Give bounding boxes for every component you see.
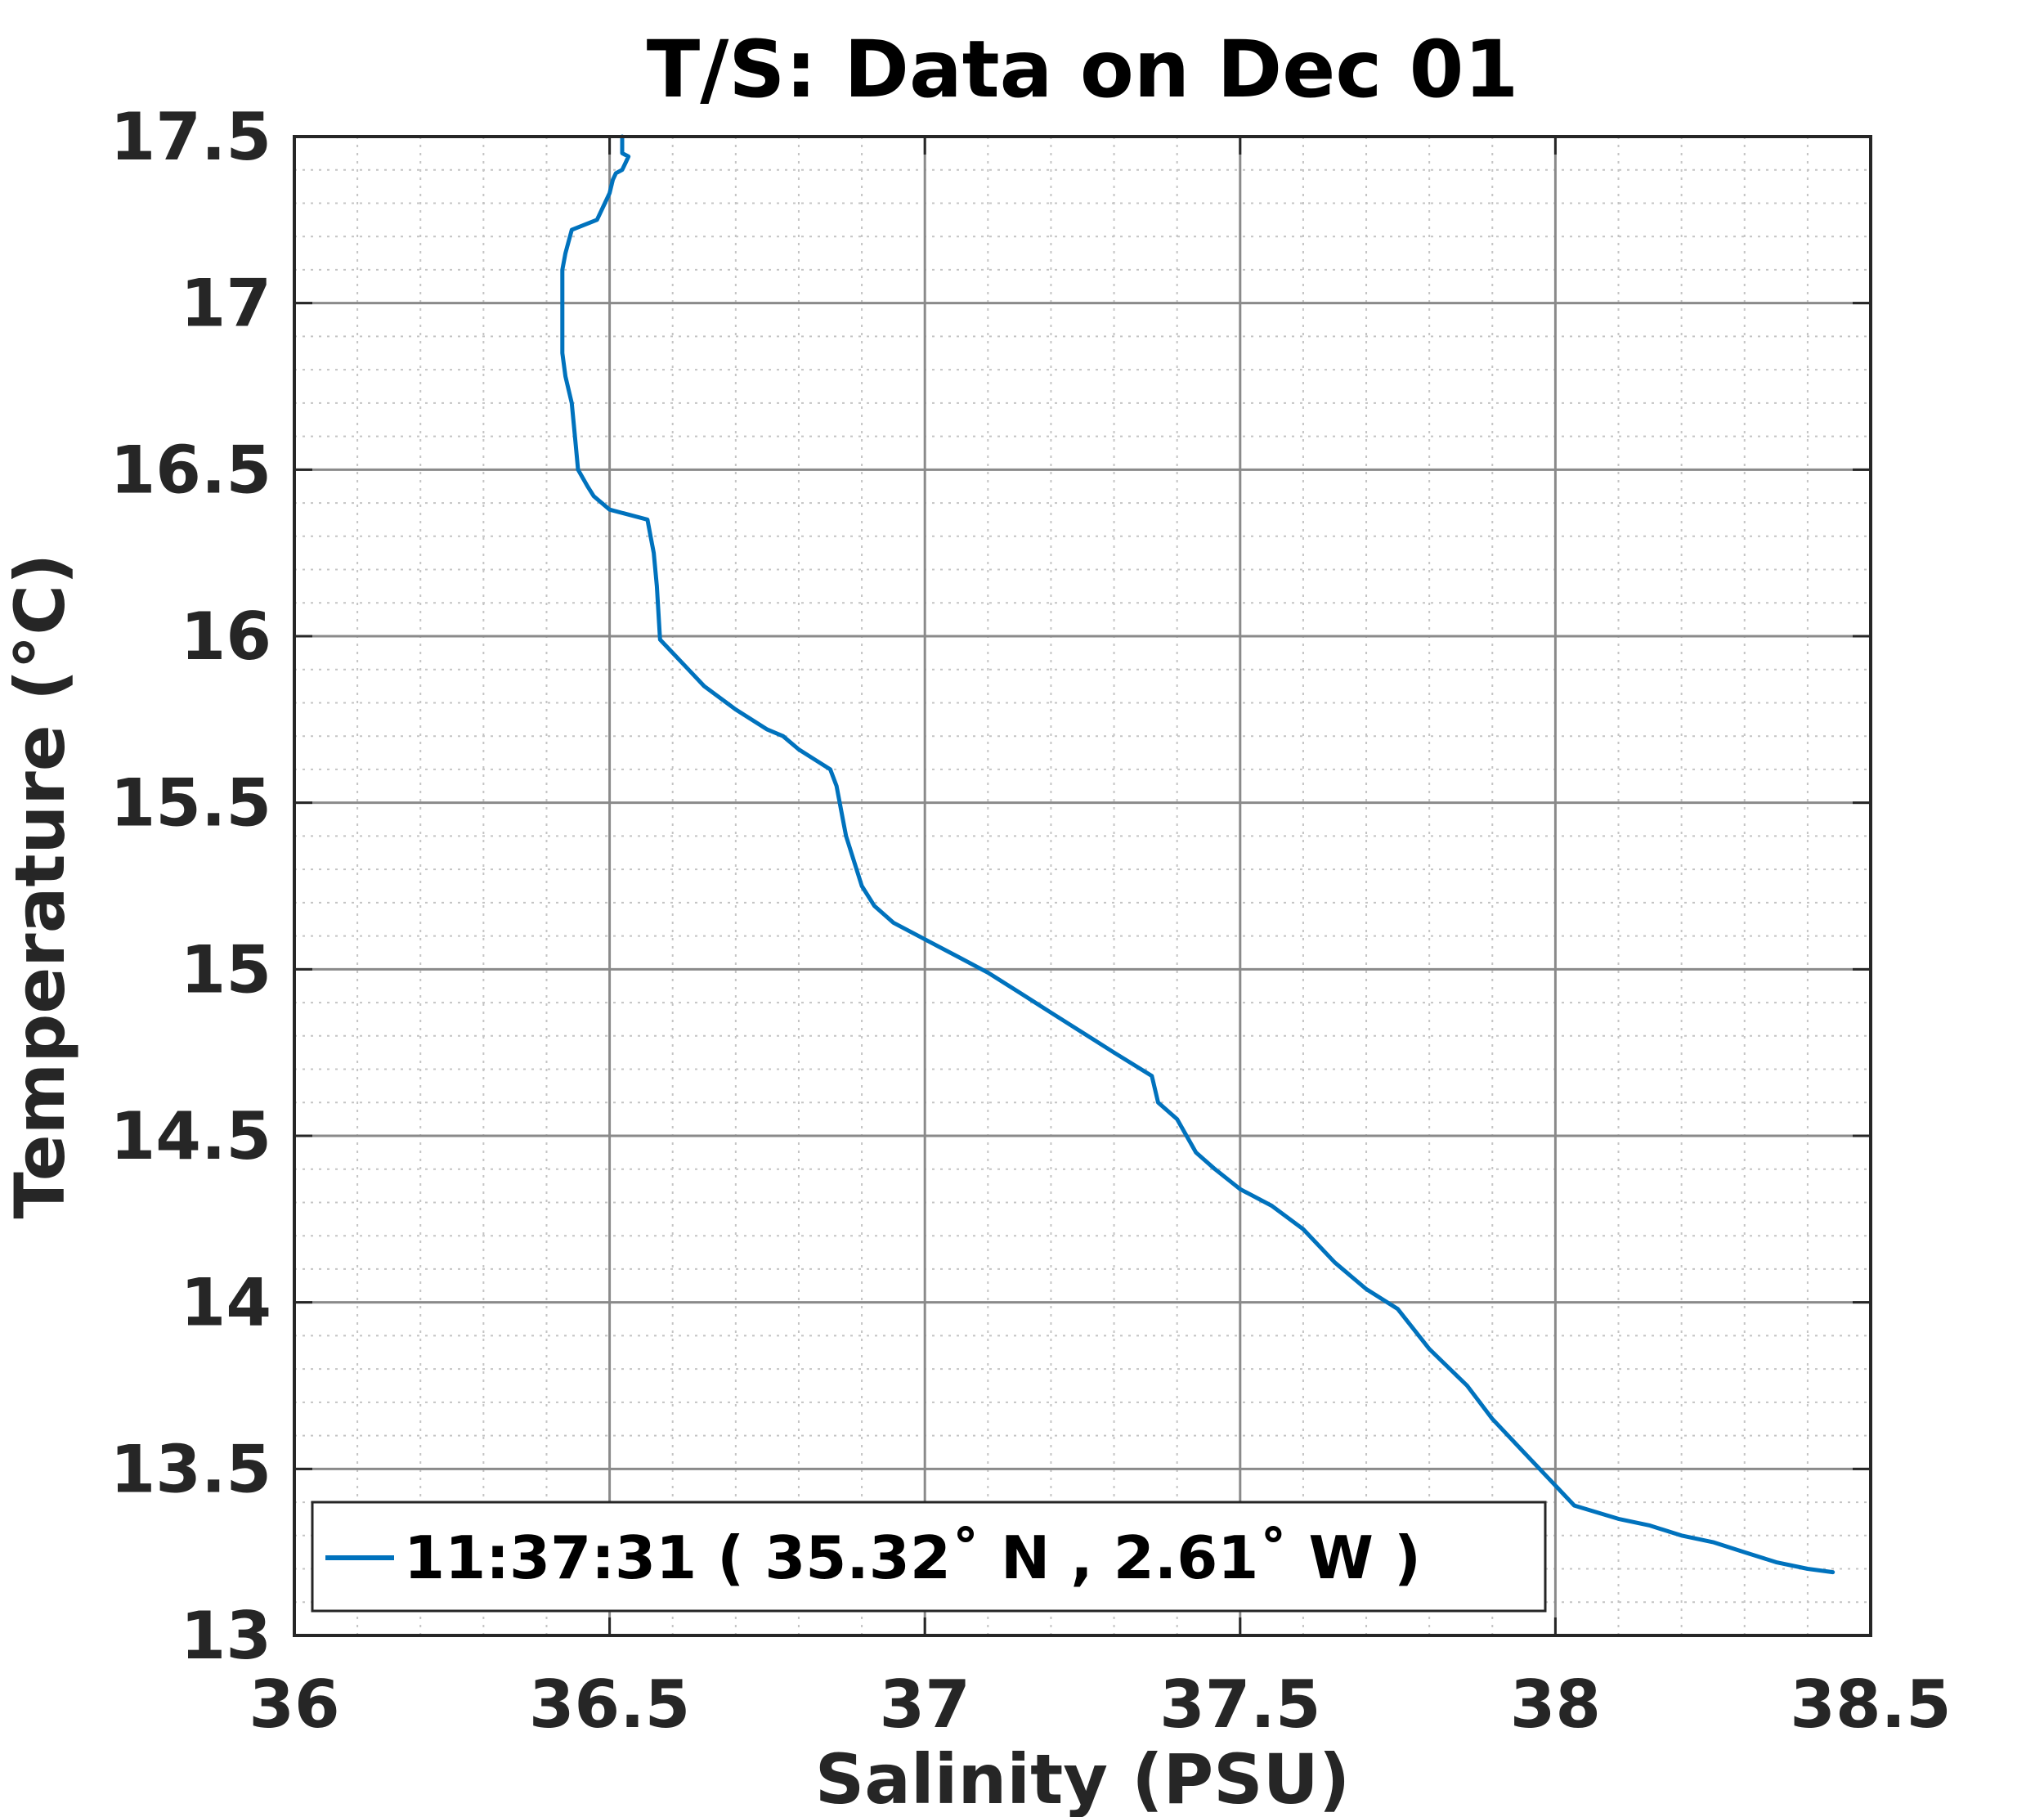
minor-grid bbox=[294, 137, 1871, 1635]
series-layer bbox=[560, 134, 1836, 1575]
y-tick-label: 16.5 bbox=[110, 432, 271, 508]
legend-box bbox=[311, 1501, 1547, 1613]
x-tick-label: 37.5 bbox=[1159, 1667, 1320, 1743]
x-tick-label: 37 bbox=[880, 1667, 970, 1743]
y-tick-label: 13.5 bbox=[110, 1431, 271, 1507]
x-tick-label: 36.5 bbox=[529, 1667, 690, 1743]
x-tick-label: 38.5 bbox=[1790, 1667, 1951, 1743]
y-axis-label: Temperature (°C) bbox=[0, 554, 80, 1219]
y-tick-label: 13 bbox=[181, 1598, 271, 1674]
legend: 11:37:31 ( 35.32˚ N , 2.61˚ W ) bbox=[311, 1501, 1547, 1613]
y-tick-labels: 13 13.5 14 14.5 15 15.5 16 16.5 17 17.5 bbox=[110, 99, 271, 1674]
legend-entry-label: 11:37:31 ( 35.32˚ N , 2.61˚ W ) bbox=[404, 1523, 1421, 1592]
y-tick-label: 17.5 bbox=[110, 99, 271, 175]
y-tick-label: 16 bbox=[181, 599, 271, 675]
tick-marks bbox=[293, 135, 1872, 1637]
x-tick-label: 36 bbox=[249, 1667, 339, 1743]
y-tick-label: 14.5 bbox=[110, 1098, 271, 1174]
x-axis-label: Salinity (PSU) bbox=[815, 1739, 1351, 1817]
y-tick-label: 17 bbox=[181, 266, 271, 342]
y-tick-label: 15.5 bbox=[110, 765, 271, 841]
y-tick-label: 14 bbox=[181, 1265, 271, 1341]
series-line-0 bbox=[560, 134, 1836, 1575]
plot-frame bbox=[293, 135, 1872, 1637]
chart-title: T/S: Data on Dec 01 bbox=[647, 24, 1519, 115]
x-tick-labels: 36 36.5 37 37.5 38 38.5 bbox=[249, 1667, 1951, 1743]
x-tick-label: 38 bbox=[1510, 1667, 1601, 1743]
y-tick-label: 15 bbox=[181, 931, 271, 1007]
